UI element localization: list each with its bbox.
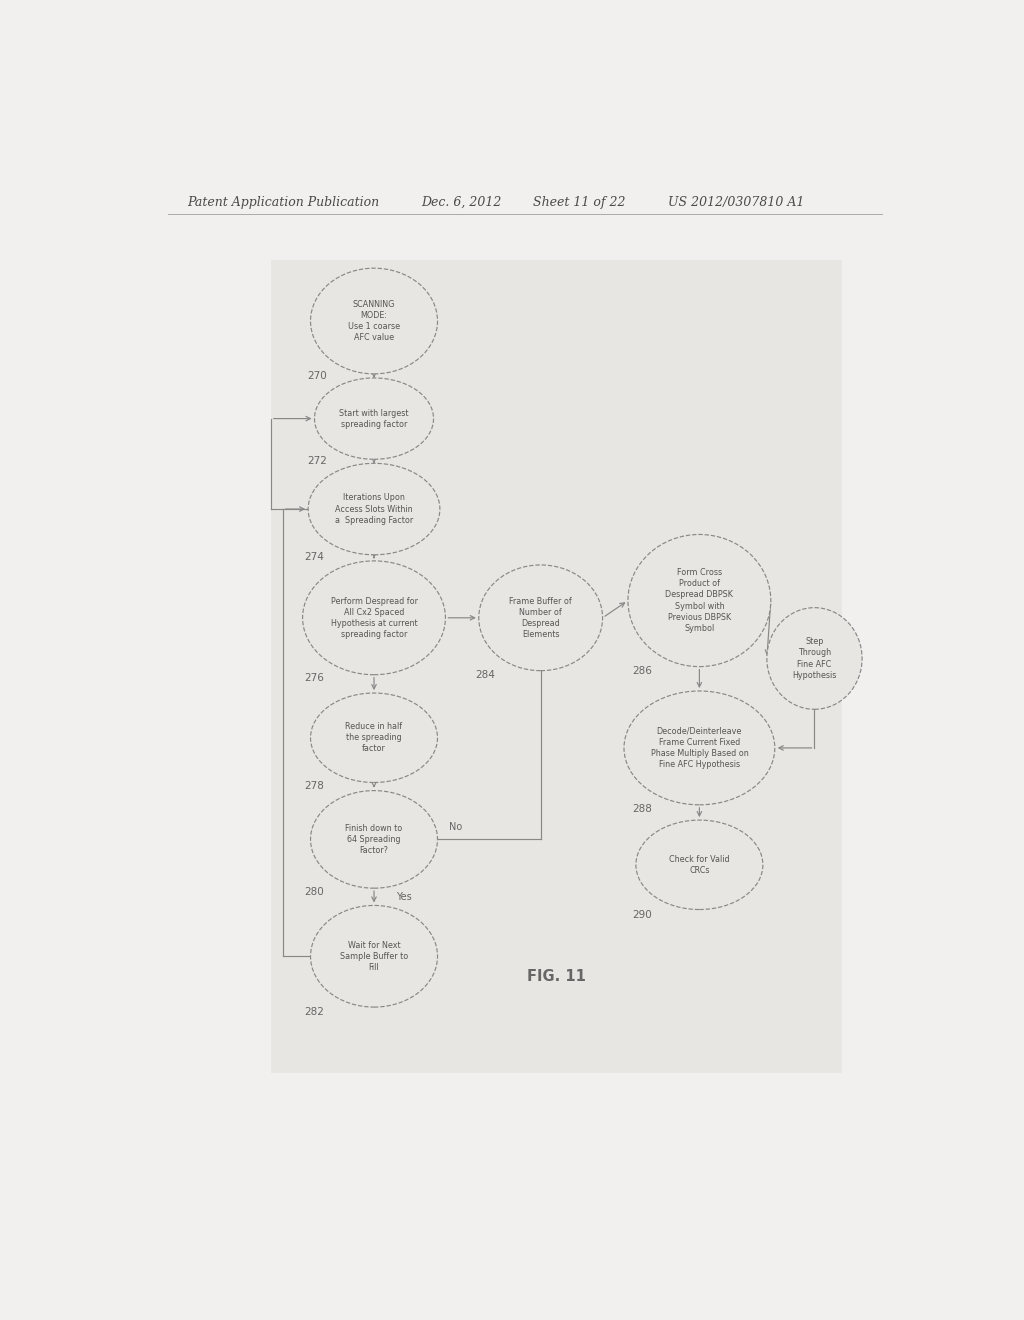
Text: Wait for Next
Sample Buffer to
Fill: Wait for Next Sample Buffer to Fill [340,941,409,972]
Ellipse shape [314,378,433,459]
Text: FIG. 11: FIG. 11 [527,969,586,985]
Text: 290: 290 [633,909,652,920]
Ellipse shape [636,820,763,909]
Text: 274: 274 [304,552,324,562]
Text: Decode/Deinterleave
Frame Current Fixed
Phase Multiply Based on
Fine AFC Hypothe: Decode/Deinterleave Frame Current Fixed … [650,727,749,770]
Text: Yes: Yes [396,892,412,902]
Text: Sheet 11 of 22: Sheet 11 of 22 [532,195,626,209]
Ellipse shape [303,561,445,675]
Text: 284: 284 [475,669,495,680]
Text: No: No [450,822,463,832]
Text: Reduce in half
the spreading
factor: Reduce in half the spreading factor [345,722,402,754]
Text: Dec. 6, 2012: Dec. 6, 2012 [422,195,502,209]
Text: Iterations Upon
Access Slots Within
a  Spreading Factor: Iterations Upon Access Slots Within a Sp… [335,494,413,524]
Text: 282: 282 [304,1007,324,1018]
Text: SCANNING
MODE:
Use 1 coarse
AFC value: SCANNING MODE: Use 1 coarse AFC value [348,300,400,342]
Text: 286: 286 [632,665,652,676]
Text: 288: 288 [632,804,652,814]
FancyBboxPatch shape [270,260,842,1073]
Text: 272: 272 [307,457,327,466]
Text: Check for Valid
CRCs: Check for Valid CRCs [669,855,730,875]
Text: US 2012/0307810 A1: US 2012/0307810 A1 [668,195,804,209]
Text: Perform Despread for
All Cx2 Spaced
Hypothesis at current
spreading factor: Perform Despread for All Cx2 Spaced Hypo… [331,597,418,639]
Text: 280: 280 [304,887,324,898]
Ellipse shape [628,535,771,667]
Ellipse shape [310,693,437,783]
Ellipse shape [767,607,862,709]
Text: Finish down to
64 Spreading
Factor?: Finish down to 64 Spreading Factor? [345,824,402,855]
Ellipse shape [624,690,775,805]
Ellipse shape [308,463,440,554]
Ellipse shape [310,268,437,374]
Text: Patent Application Publication: Patent Application Publication [187,195,380,209]
Ellipse shape [310,906,437,1007]
Text: Frame Buffer of
Number of
Despread
Elements: Frame Buffer of Number of Despread Eleme… [509,597,572,639]
Text: 278: 278 [304,780,324,791]
Text: 270: 270 [307,371,327,381]
Text: Step
Through
Fine AFC
Hypothesis: Step Through Fine AFC Hypothesis [793,638,837,680]
Text: Start with largest
spreading factor: Start with largest spreading factor [339,409,409,429]
Text: Form Cross
Product of
Despread DBPSK
Symbol with
Previous DBPSK
Symbol: Form Cross Product of Despread DBPSK Sym… [666,569,733,632]
Ellipse shape [479,565,602,671]
Text: 276: 276 [304,673,324,682]
Ellipse shape [310,791,437,888]
